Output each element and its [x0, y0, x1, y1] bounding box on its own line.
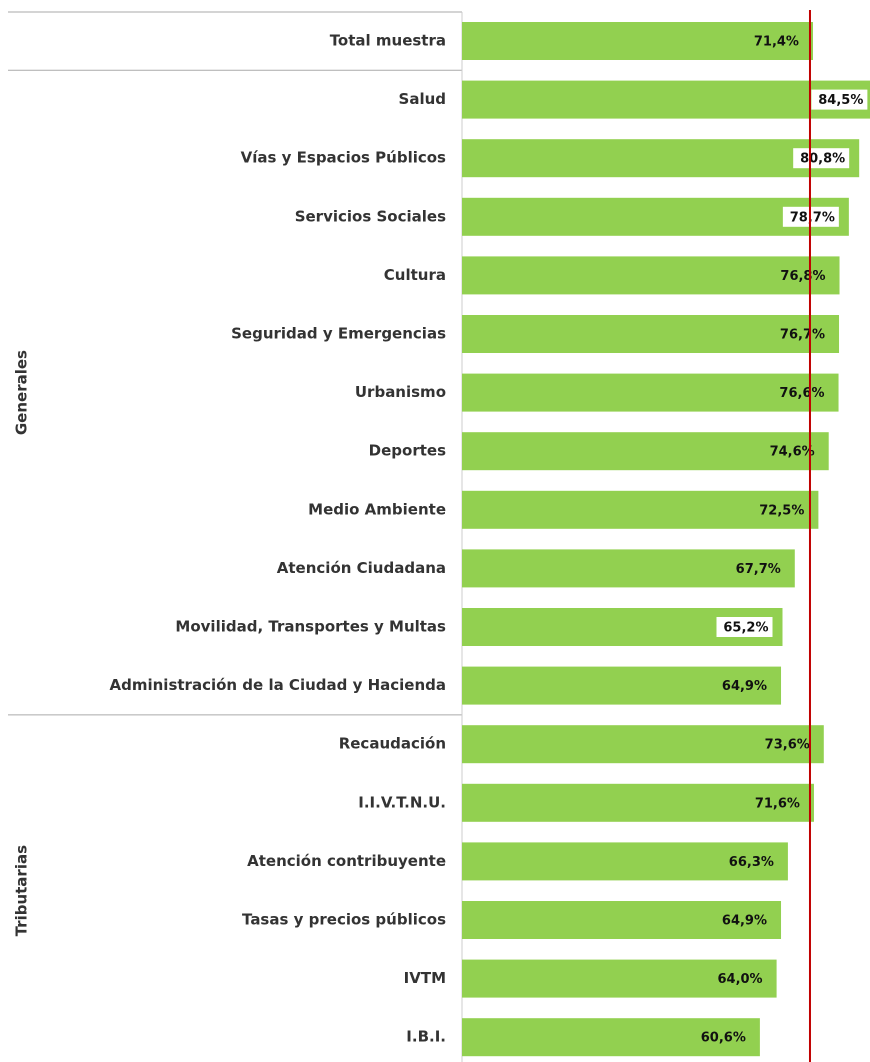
value-label: 84,5% [818, 93, 863, 108]
category-label: Cultura [384, 266, 446, 284]
value-label: 72,5% [759, 503, 804, 518]
bar [462, 490, 819, 529]
category-label: Servicios Sociales [295, 207, 446, 225]
category-label: Administración de la Ciudad y Hacienda [110, 676, 446, 694]
category-label: Tasas y precios públicos [242, 911, 446, 929]
value-label: 66,3% [729, 855, 774, 870]
value-label: 76,6% [779, 386, 824, 401]
value-label: 60,6% [701, 1031, 746, 1046]
category-label: Atención contribuyente [247, 852, 446, 870]
category-label: Deportes [369, 442, 446, 460]
value-label: 76,8% [780, 269, 825, 284]
bar [462, 901, 782, 939]
category-label: Salud [399, 90, 446, 108]
bar [462, 1018, 760, 1057]
bar [462, 139, 860, 178]
category-label: Medio Ambiente [308, 500, 446, 518]
category-label: Movilidad, Transportes y Multas [175, 618, 446, 636]
category-label: Vías y Espacios Públicos [241, 149, 446, 167]
bar [462, 373, 839, 412]
bar [462, 549, 795, 588]
category-label: Seguridad y Emergencias [231, 325, 446, 343]
value-label: 73,6% [765, 738, 810, 753]
value-label: 80,8% [800, 152, 845, 167]
bar [462, 80, 870, 119]
category-label: Recaudación [339, 735, 446, 753]
category-label: Atención Ciudadana [277, 559, 446, 577]
value-label: 65,2% [723, 621, 768, 636]
value-label: 71,6% [755, 796, 800, 811]
bar [462, 315, 840, 353]
bar [462, 725, 824, 764]
value-label: 74,6% [770, 445, 815, 460]
bar [462, 432, 829, 471]
bar [462, 666, 782, 705]
category-label: IVTM [404, 969, 446, 987]
value-label: 64,0% [717, 972, 762, 987]
value-label: 78,7% [790, 210, 835, 225]
value-label: 76,7% [780, 328, 825, 343]
value-label: 64,9% [722, 914, 767, 929]
category-label: Total muestra [330, 32, 446, 50]
category-label: I.B.I. [406, 1028, 446, 1046]
category-label: Urbanismo [355, 383, 446, 401]
value-label: 67,7% [736, 562, 781, 577]
value-label-box [793, 148, 850, 169]
bar [462, 842, 788, 881]
bar [462, 22, 813, 60]
category-label: I.I.V.T.N.U. [358, 793, 446, 811]
group-label: Generales [13, 350, 31, 435]
value-label: 71,4% [754, 35, 799, 50]
bar [462, 959, 777, 998]
value-label: 64,9% [722, 679, 767, 694]
bar [462, 783, 814, 822]
group-label: Tributarias [13, 845, 31, 936]
value-label-box [811, 89, 868, 110]
bar [462, 256, 840, 295]
value-label-box [716, 617, 773, 637]
